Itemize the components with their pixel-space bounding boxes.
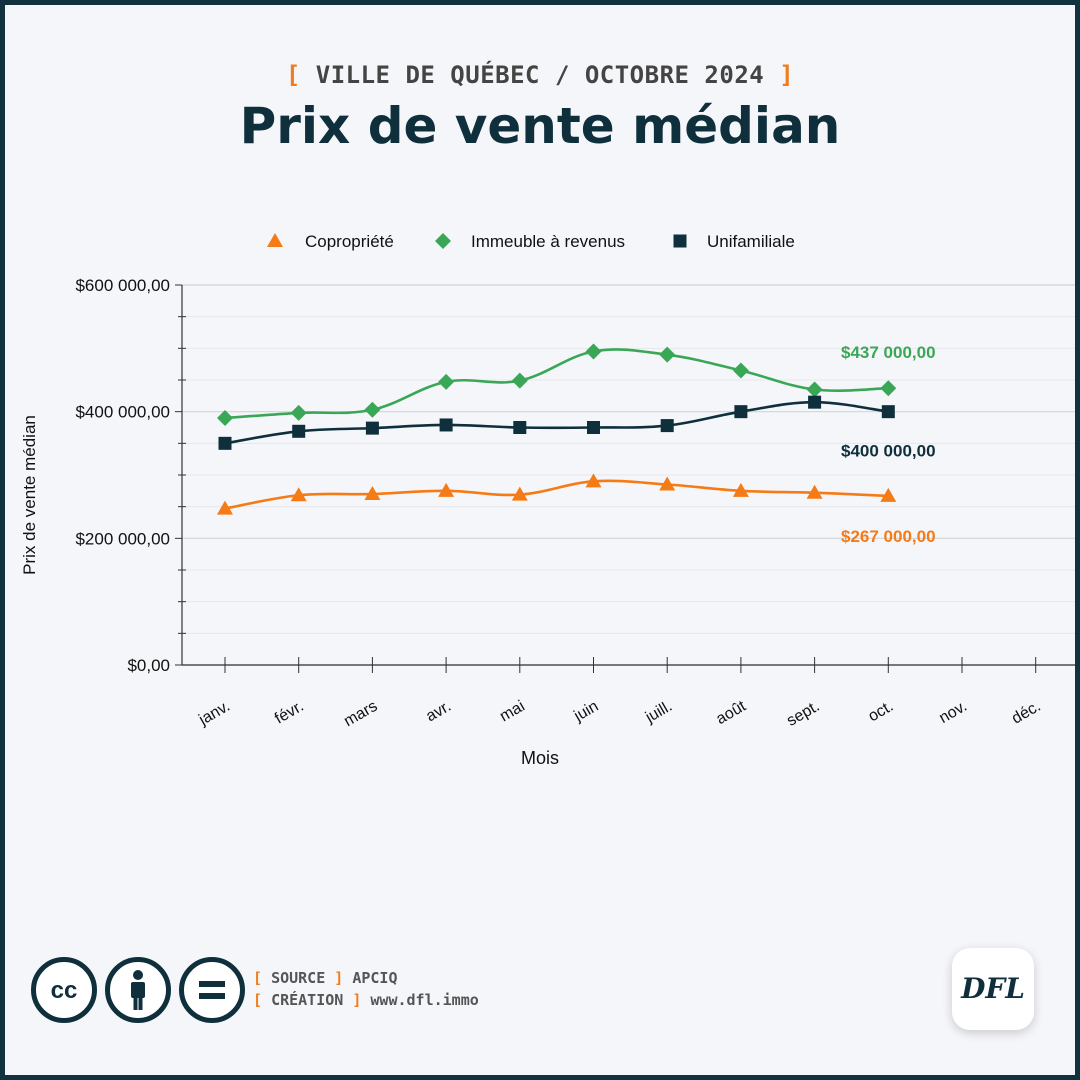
x-axis-title: Mois <box>521 748 559 768</box>
x-tick-label: mars <box>341 698 380 731</box>
data-point-diamond <box>217 410 233 426</box>
data-point-square <box>439 418 453 432</box>
kicker-bracket-open: [ <box>285 61 301 89</box>
data-point-triangle <box>267 233 283 247</box>
chart-legend: Copropriété Immeuble à revenus Unifamilial… <box>267 232 795 251</box>
dfl-logo: DFL <box>952 948 1034 1030</box>
data-point-triangle <box>880 487 897 502</box>
y-tick-label: $0,00 <box>127 656 170 675</box>
data-point-triangle <box>585 473 602 488</box>
infographic-frame: [ VILLE DE QUÉBEC / OCTOBRE 2024 ] Prix … <box>5 5 1075 1075</box>
data-point-diamond <box>435 233 451 249</box>
data-point-diamond <box>732 362 749 379</box>
data-point-triangle <box>511 486 528 501</box>
data-point-triangle <box>438 482 455 497</box>
page-title: Prix de vente médian <box>239 97 841 155</box>
data-point-triangle <box>732 482 749 497</box>
x-tick-label: févr. <box>272 698 307 728</box>
x-tick-label: nov. <box>936 698 970 727</box>
series-line <box>224 400 889 445</box>
data-point-square <box>587 421 600 434</box>
series-line <box>224 479 889 510</box>
x-tick-label: janv. <box>195 698 233 730</box>
grid-lines <box>175 284 1075 666</box>
series-end-label: $400 000,00 <box>841 442 936 461</box>
source-label: SOURCE <box>271 969 326 987</box>
source-line: [ SOURCE ] APCIQ <box>253 969 398 987</box>
data-point-triangle <box>290 487 307 502</box>
data-point-diamond <box>364 401 381 418</box>
data-point-triangle <box>217 500 233 515</box>
data-point-square <box>808 395 822 409</box>
data-point-square <box>218 436 232 450</box>
data-point-diamond <box>806 381 823 398</box>
data-point-diamond <box>659 346 676 363</box>
source-value: APCIQ <box>352 969 398 987</box>
y-axis-title: Prix de vente médian <box>20 415 39 575</box>
creation-line: [ CRÉATION ] www.dfl.immo <box>253 991 479 1009</box>
by-person-icon <box>105 957 171 1023</box>
y-tick-label: $400 000,00 <box>75 403 170 422</box>
x-tick-label: oct. <box>865 698 896 726</box>
data-point-square <box>734 405 748 419</box>
creation-value[interactable]: www.dfl.immo <box>370 991 479 1009</box>
series-unifamiliale: $400 000,00 <box>218 395 936 461</box>
series-line <box>224 348 889 420</box>
kicker-bracket-close: ] <box>779 61 795 89</box>
series-immeuble-revenus: $437 000,00 <box>217 343 936 426</box>
data-point-square <box>292 424 306 438</box>
legend-label: Copropriété <box>305 232 394 251</box>
series-copropri-t-: $267 000,00 <box>217 473 936 546</box>
series-end-label: $267 000,00 <box>841 527 936 546</box>
data-point-diamond <box>290 404 307 421</box>
x-tick-label: sept. <box>784 698 823 730</box>
creation-label: CRÉATION <box>271 991 344 1009</box>
data-point-triangle <box>364 486 381 500</box>
series-end-label: $437 000,00 <box>841 343 936 362</box>
credits: [ SOURCE ] APCIQ [ CRÉATION ] www.dfl.im… <box>253 967 479 1011</box>
x-tick-label: août <box>713 697 749 728</box>
data-point-square <box>673 234 687 248</box>
x-tick-label: déc. <box>1009 698 1044 728</box>
data-point-triangle <box>659 476 676 491</box>
data-point-square <box>660 419 674 433</box>
nd-equal-icon <box>179 957 245 1023</box>
kicker-text: VILLE DE QUÉBEC / OCTOBRE 2024 <box>315 61 765 89</box>
data-point-diamond <box>511 372 528 389</box>
data-point-square <box>513 421 527 434</box>
line-chart: $0,00 $200 000,00 $400 000,00 $600 000,00 ja… <box>20 232 1075 768</box>
data-point-triangle <box>806 484 823 499</box>
data-point-diamond <box>438 373 455 390</box>
data-point-square <box>365 421 379 435</box>
x-tick-label: mai <box>497 698 528 726</box>
svg-text:cc: cc <box>51 977 78 1004</box>
legend-label: Immeuble à revenus <box>471 232 625 251</box>
page-kicker: [ VILLE DE QUÉBEC / OCTOBRE 2024 ] <box>5 61 1075 89</box>
cc-icon: cc <box>31 957 97 1023</box>
data-point-diamond <box>880 380 897 397</box>
y-tick-label: $200 000,00 <box>75 529 170 548</box>
x-tick-label: juin <box>571 698 602 726</box>
legend-label: Unifamiliale <box>707 232 795 251</box>
data-point-diamond <box>585 343 602 360</box>
x-tick-label: juill. <box>642 698 675 727</box>
x-tick-label: avr. <box>423 698 454 726</box>
y-tick-label: $600 000,00 <box>75 276 170 295</box>
data-point-square <box>881 405 895 419</box>
